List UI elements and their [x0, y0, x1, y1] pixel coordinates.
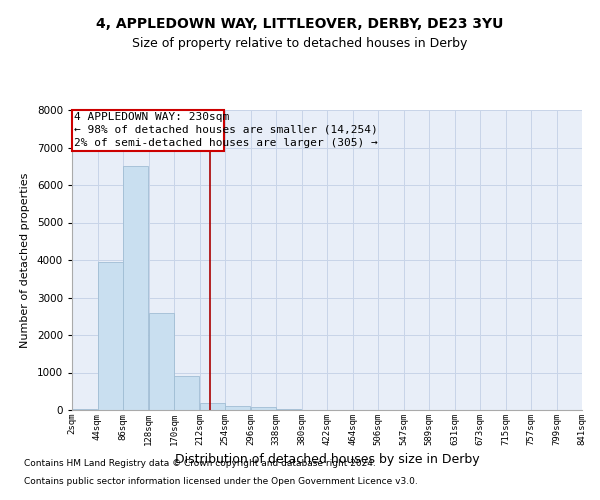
Y-axis label: Number of detached properties: Number of detached properties [20, 172, 30, 348]
Bar [251, 407, 276, 410]
Bar [123, 166, 148, 410]
X-axis label: Distribution of detached houses by size in Derby: Distribution of detached houses by size … [175, 454, 479, 466]
Bar [149, 312, 174, 410]
Text: 4, APPLEDOWN WAY, LITTLEOVER, DERBY, DE23 3YU: 4, APPLEDOWN WAY, LITTLEOVER, DERBY, DE2… [97, 18, 503, 32]
Text: 2% of semi-detached houses are larger (305) →: 2% of semi-detached houses are larger (3… [74, 138, 378, 148]
Bar [225, 406, 250, 410]
Text: Size of property relative to detached houses in Derby: Size of property relative to detached ho… [133, 38, 467, 51]
Text: ← 98% of detached houses are smaller (14,254): ← 98% of detached houses are smaller (14… [74, 125, 378, 135]
Text: Contains HM Land Registry data © Crown copyright and database right 2024.: Contains HM Land Registry data © Crown c… [24, 458, 376, 468]
Bar [276, 409, 301, 410]
Text: Contains public sector information licensed under the Open Government Licence v3: Contains public sector information licen… [24, 477, 418, 486]
Text: 4 APPLEDOWN WAY: 230sqm: 4 APPLEDOWN WAY: 230sqm [74, 112, 230, 122]
Bar [200, 402, 225, 410]
Bar [174, 376, 199, 410]
Bar [98, 262, 123, 410]
Bar [72, 409, 97, 410]
Bar [72, 110, 224, 151]
